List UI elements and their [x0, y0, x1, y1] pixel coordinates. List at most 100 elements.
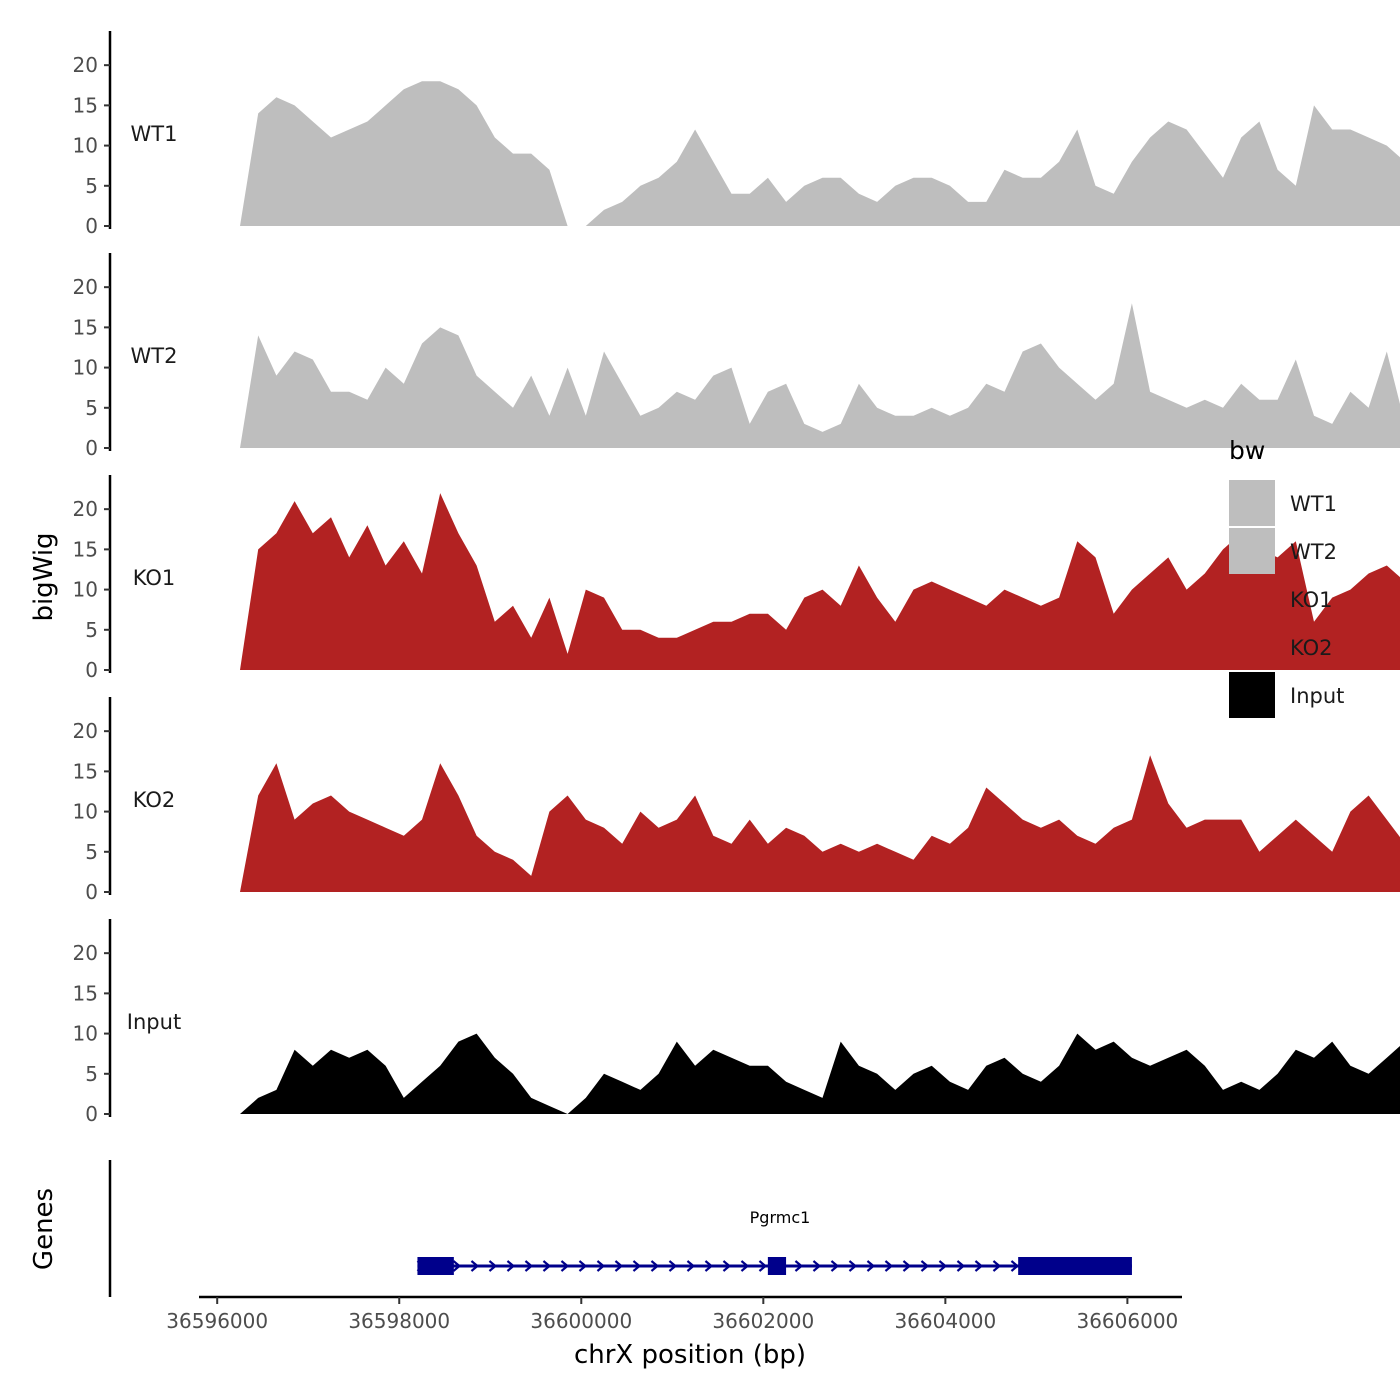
strand-arrow — [938, 1260, 948, 1272]
track-wt1: 0 5 10 15 20 WT1 — [73, 31, 1400, 238]
y-tick-label: 20 — [73, 941, 98, 965]
signal-area-wt1 — [240, 81, 1400, 226]
y-tick-label: 5 — [85, 840, 98, 864]
strand-arrow — [668, 1260, 678, 1272]
y-tick-label: 5 — [85, 174, 98, 198]
y-tick-label: 0 — [85, 1102, 98, 1126]
strand-arrow — [452, 1260, 462, 1272]
y-tick-label: 15 — [73, 537, 98, 561]
strand-arrow — [920, 1260, 930, 1272]
track-input: 0 5 10 15 20 Input — [73, 919, 1400, 1126]
gene-exon — [1018, 1257, 1132, 1275]
strand-arrow — [614, 1260, 624, 1272]
y-tick-label: 15 — [73, 315, 98, 339]
y-tick-label: 0 — [85, 214, 98, 238]
y-tick-label: 0 — [85, 436, 98, 460]
strand-arrow — [866, 1260, 876, 1272]
track-label: KO1 — [133, 566, 176, 590]
x-tick-label: 36602000 — [712, 1309, 814, 1333]
strand-arrow — [902, 1260, 912, 1272]
strand-arrow — [956, 1260, 966, 1272]
genes-axis-title: Genes — [29, 1188, 59, 1270]
strand-arrow — [992, 1260, 1002, 1272]
legend-key-wt1 — [1229, 480, 1275, 526]
legend: bw WT1 WT2 KO1 KO2 Input — [1229, 436, 1344, 718]
strand-arrow — [812, 1260, 822, 1272]
track-wt2: 0 5 10 15 20 WT2 — [73, 253, 1400, 460]
legend-label: WT2 — [1290, 540, 1337, 564]
track-label: WT2 — [131, 344, 178, 368]
strand-arrow — [704, 1260, 714, 1272]
y-tick-label: 20 — [73, 719, 98, 743]
legend-key-ko2 — [1229, 624, 1275, 670]
strand-arrow — [650, 1260, 660, 1272]
track-label: Input — [127, 1010, 181, 1034]
gene-name-label: Pgrmc1 — [750, 1208, 811, 1227]
strand-arrow — [830, 1260, 840, 1272]
y-tick-label: 10 — [73, 1022, 98, 1046]
strand-arrow — [560, 1260, 570, 1272]
y-tick-label: 5 — [85, 396, 98, 420]
y-tick-label: 10 — [73, 134, 98, 158]
y-tick-label: 15 — [73, 93, 98, 117]
y-tick-label: 5 — [85, 618, 98, 642]
y-tick-label: 10 — [73, 800, 98, 824]
gene-track: Pgrmc1 — [108, 1160, 1132, 1297]
strand-arrow — [884, 1260, 894, 1272]
signal-area-input — [240, 1033, 1400, 1114]
track-ko1: 0 5 10 15 20 KO1 — [73, 475, 1400, 682]
strand-arrow — [758, 1260, 768, 1272]
track-ko2: 0 5 10 15 20 KO2 — [73, 697, 1400, 904]
strand-arrow — [524, 1260, 534, 1272]
strand-arrow — [722, 1260, 732, 1272]
legend-key-ko1 — [1229, 576, 1275, 622]
legend-label: Input — [1290, 684, 1344, 708]
signal-tracks: 0 5 10 15 20 WT1 0 5 10 15 20 WT2 0 5 10 15 20 KO1 0 5 10 15 2… — [73, 31, 1400, 1126]
x-tick-label: 36596000 — [166, 1309, 268, 1333]
x-tick-label: 36604000 — [894, 1309, 996, 1333]
y-tick-label: 10 — [73, 578, 98, 602]
legend-label: KO1 — [1290, 588, 1333, 612]
y-tick-label: 0 — [85, 658, 98, 682]
strand-arrow — [542, 1260, 552, 1272]
strand-arrow — [740, 1260, 750, 1272]
strand-arrow — [1010, 1260, 1020, 1272]
y-tick-label: 15 — [73, 759, 98, 783]
legend-key-input — [1229, 672, 1275, 718]
x-tick-label: 36598000 — [348, 1309, 450, 1333]
strand-arrow — [470, 1260, 480, 1272]
x-axis: 36596000 36598000 36600000 36602000 36604000… — [166, 1295, 1182, 1333]
legend-label: WT1 — [1290, 492, 1337, 516]
strand-arrow — [794, 1260, 804, 1272]
gene-exon — [767, 1257, 787, 1275]
signal-area-wt2 — [240, 303, 1400, 448]
signal-area-ko1 — [240, 493, 1400, 670]
y-tick-label: 20 — [73, 53, 98, 77]
strand-arrow — [632, 1260, 642, 1272]
legend-key-wt2 — [1229, 528, 1275, 574]
y-tick-label: 5 — [85, 1062, 98, 1086]
gene-exon — [417, 1257, 454, 1275]
signal-area-ko2 — [240, 755, 1400, 892]
y-axis-title: bigWig — [29, 532, 59, 621]
track-label: KO2 — [133, 788, 176, 812]
x-axis-title: chrX position (bp) — [574, 1340, 806, 1370]
x-tick-label: 36600000 — [530, 1309, 632, 1333]
y-tick-label: 20 — [73, 497, 98, 521]
strand-arrow — [848, 1260, 858, 1272]
legend-title: bw — [1229, 436, 1265, 465]
strand-arrow — [974, 1260, 984, 1272]
y-tick-label: 0 — [85, 880, 98, 904]
strand-arrow — [686, 1260, 696, 1272]
y-tick-label: 15 — [73, 981, 98, 1005]
strand-arrow — [506, 1260, 516, 1272]
track-label: WT1 — [131, 122, 178, 146]
x-tick-label: 36606000 — [1076, 1309, 1178, 1333]
strand-arrow — [578, 1260, 588, 1272]
legend-label: KO2 — [1290, 636, 1333, 660]
y-tick-label: 10 — [73, 356, 98, 380]
strand-arrow — [596, 1260, 606, 1272]
y-tick-label: 20 — [73, 275, 98, 299]
strand-arrow — [488, 1260, 498, 1272]
